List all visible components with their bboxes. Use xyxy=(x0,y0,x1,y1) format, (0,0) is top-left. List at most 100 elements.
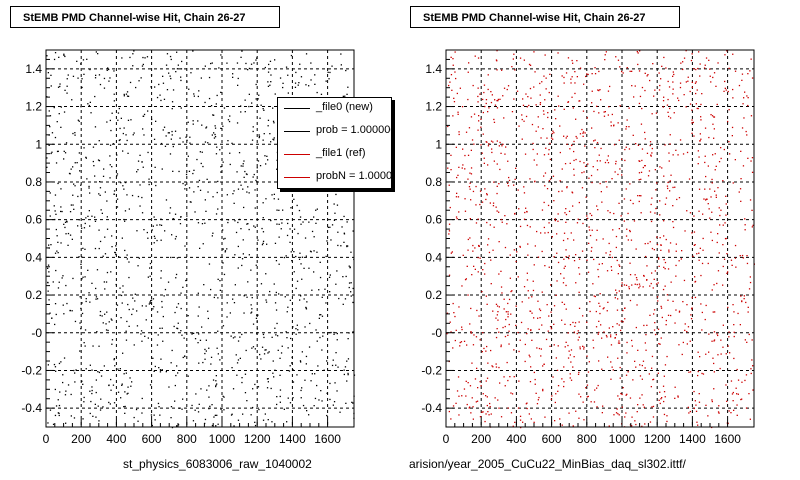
data-point xyxy=(310,79,312,81)
legend-entry-prob: prob = 1.000000 xyxy=(278,121,391,143)
data-point xyxy=(272,107,274,109)
data-point xyxy=(653,309,656,311)
data-point xyxy=(47,364,49,366)
data-point xyxy=(144,335,146,337)
data-point xyxy=(147,337,149,339)
data-point xyxy=(127,392,129,394)
data-point xyxy=(141,340,143,342)
data-point xyxy=(504,335,507,338)
data-point xyxy=(91,392,93,395)
data-point xyxy=(726,253,728,255)
data-point xyxy=(632,379,634,381)
data-point xyxy=(126,139,128,142)
data-point xyxy=(550,137,553,139)
data-point xyxy=(286,234,289,237)
data-point xyxy=(604,54,606,56)
data-point xyxy=(94,95,96,98)
data-point xyxy=(490,259,492,261)
data-point xyxy=(115,245,117,247)
data-point xyxy=(265,349,267,351)
data-point xyxy=(335,193,337,196)
data-point xyxy=(256,333,258,335)
data-point xyxy=(600,324,602,326)
data-point xyxy=(699,63,701,65)
data-point xyxy=(619,105,621,107)
data-point xyxy=(539,94,541,96)
data-point xyxy=(701,262,704,265)
data-point xyxy=(674,186,676,188)
data-point xyxy=(611,256,613,259)
data-point xyxy=(242,253,244,255)
data-point xyxy=(204,222,206,224)
data-point xyxy=(550,398,552,400)
data-point xyxy=(113,93,115,95)
data-point xyxy=(319,336,321,339)
data-point xyxy=(587,371,590,373)
data-point xyxy=(663,175,665,177)
data-point xyxy=(80,106,82,108)
data-point xyxy=(663,375,665,377)
data-point xyxy=(322,335,324,337)
data-point xyxy=(122,132,124,135)
data-point xyxy=(103,281,105,283)
data-point xyxy=(617,357,619,359)
y-tick-label: 1 xyxy=(35,137,42,151)
data-point xyxy=(252,406,254,409)
data-point xyxy=(520,321,523,324)
data-point xyxy=(598,320,600,322)
data-point xyxy=(554,420,556,422)
data-point xyxy=(638,179,640,181)
data-point xyxy=(126,320,128,323)
data-point xyxy=(470,173,473,175)
data-point xyxy=(344,366,347,368)
data-point xyxy=(50,244,52,246)
data-point xyxy=(122,285,124,287)
data-point xyxy=(81,78,83,80)
data-point xyxy=(57,241,59,243)
data-point xyxy=(639,375,642,377)
data-point xyxy=(300,223,302,225)
data-point xyxy=(47,281,49,284)
data-point xyxy=(547,231,549,234)
data-point xyxy=(506,88,508,91)
data-point xyxy=(728,410,730,412)
data-point xyxy=(523,120,525,122)
data-point xyxy=(74,132,76,134)
data-point xyxy=(466,265,468,267)
data-point xyxy=(565,341,567,343)
data-point xyxy=(479,190,482,192)
data-point xyxy=(607,210,609,212)
data-point xyxy=(59,83,61,85)
data-point xyxy=(170,58,172,61)
data-point xyxy=(516,90,519,92)
data-point xyxy=(124,210,127,212)
data-point xyxy=(722,265,724,268)
data-point xyxy=(741,254,744,257)
data-point xyxy=(238,152,241,154)
y-tick-label: -0.2 xyxy=(421,363,442,377)
data-point xyxy=(665,319,667,322)
data-point xyxy=(745,374,748,376)
data-point xyxy=(744,229,746,231)
data-point xyxy=(342,95,344,97)
data-point xyxy=(229,312,231,314)
data-point xyxy=(95,416,97,418)
data-point xyxy=(485,141,487,143)
data-point xyxy=(530,97,532,99)
data-point xyxy=(201,326,203,328)
data-point xyxy=(245,349,247,352)
data-point xyxy=(672,186,674,189)
data-point xyxy=(287,397,289,399)
data-point xyxy=(207,191,209,193)
data-point xyxy=(108,80,110,82)
data-point xyxy=(543,175,545,177)
data-point xyxy=(465,395,467,397)
data-point xyxy=(118,107,120,110)
data-point xyxy=(116,175,118,177)
data-point xyxy=(529,178,531,180)
data-point xyxy=(524,360,526,363)
data-point xyxy=(690,59,693,62)
data-point xyxy=(610,121,612,123)
data-point xyxy=(174,130,177,132)
data-point xyxy=(745,301,747,304)
